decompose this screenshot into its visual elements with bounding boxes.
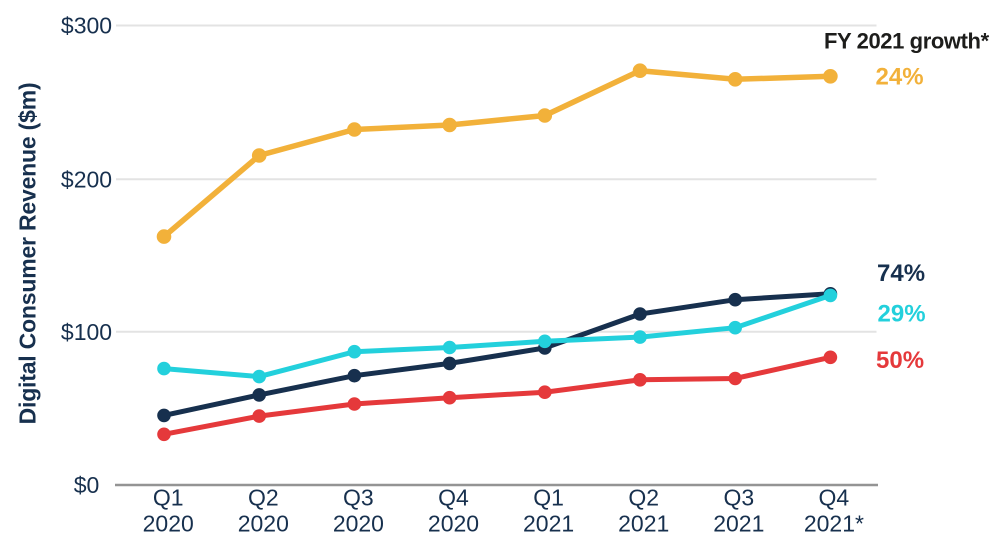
- svg-text:Digital Consumer Revenue ($m): Digital Consumer Revenue ($m): [15, 83, 41, 425]
- svg-text:Q3: Q3: [343, 485, 374, 511]
- svg-text:Q3: Q3: [723, 485, 754, 511]
- svg-text:Q1: Q1: [153, 485, 184, 511]
- svg-text:2020: 2020: [333, 511, 384, 537]
- svg-text:74%: 74%: [877, 260, 925, 287]
- svg-text:2020: 2020: [238, 511, 289, 537]
- svg-text:50%: 50%: [876, 347, 924, 374]
- svg-text:2021: 2021: [618, 511, 669, 537]
- svg-text:2021: 2021: [523, 511, 574, 537]
- svg-text:$200: $200: [61, 166, 112, 192]
- svg-text:Q1: Q1: [533, 485, 564, 511]
- svg-text:$300: $300: [61, 13, 112, 39]
- svg-text:Q4: Q4: [438, 485, 469, 511]
- svg-text:Q2: Q2: [248, 485, 279, 511]
- svg-text:29%: 29%: [878, 301, 926, 328]
- svg-text:$0: $0: [74, 472, 100, 498]
- svg-text:$100: $100: [61, 319, 112, 345]
- svg-text:Q2: Q2: [628, 485, 659, 511]
- svg-text:FY 2021 growth*: FY 2021 growth*: [824, 29, 990, 54]
- svg-text:24%: 24%: [876, 64, 924, 91]
- svg-text:Q4: Q4: [819, 485, 850, 511]
- svg-text:2020: 2020: [428, 511, 479, 537]
- svg-text:2021: 2021: [713, 511, 764, 537]
- svg-text:2021*: 2021*: [804, 511, 864, 537]
- svg-text:2020: 2020: [143, 511, 194, 537]
